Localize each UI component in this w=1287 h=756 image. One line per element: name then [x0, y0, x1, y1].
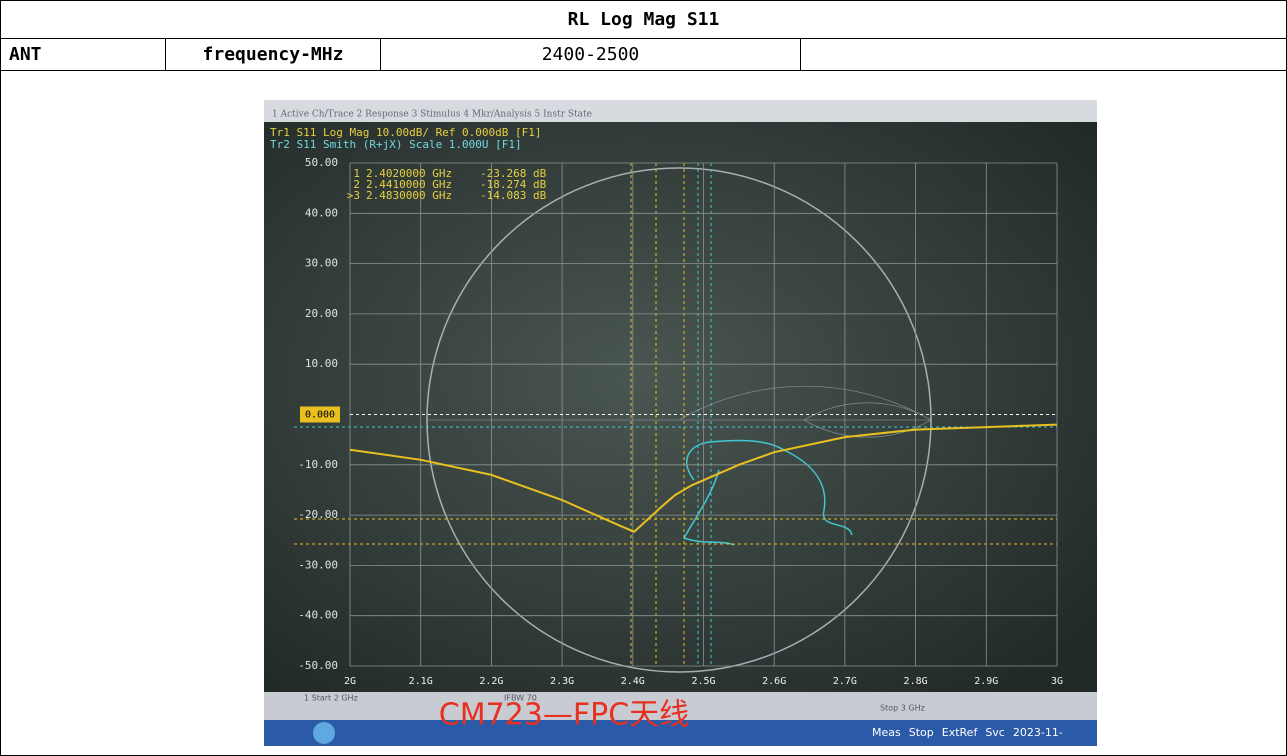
ref-label: 0.000 [305, 410, 335, 421]
screen-bg [264, 122, 1097, 692]
cell: ANT [0, 38, 166, 71]
y-tick-label: 20.00 [305, 307, 338, 320]
y-tick-label: 30.00 [305, 257, 338, 270]
y-tick-label: -20.00 [298, 508, 338, 521]
x-tick-label: 2G [344, 676, 356, 687]
status-item: Svc [985, 726, 1005, 739]
x-tick-label: 2.5G [691, 676, 715, 687]
ifbw-label: IFBW 70 [504, 694, 537, 703]
x-tick-label: 2.1G [409, 676, 433, 687]
x-tick-label: 2.9G [974, 676, 998, 687]
y-tick-label: -10.00 [298, 458, 338, 471]
status-item: Stop [909, 726, 934, 739]
marker-id: >3 [347, 189, 360, 202]
status-item: Meas [872, 726, 901, 739]
menu-text: 1 Active Ch/Trace 2 Response 3 Stimulus … [272, 110, 592, 120]
y-tick-label: -30.00 [298, 558, 338, 571]
trace-label: Tr2 S11 Smith (R+jX) Scale 1.000U [F1] [270, 138, 522, 151]
start-label: 1 Start 2 GHz [304, 694, 358, 703]
status-item: 2023-11- [1013, 726, 1063, 739]
title-cell: RL Log Mag S11 [0, 0, 1287, 39]
cell [800, 38, 1287, 71]
y-tick-label: 50.00 [305, 156, 338, 169]
overlay-text: CM723—FPC天线 [439, 698, 689, 733]
vna-screen-photo: 1 Active Ch/Trace 2 Response 3 Stimulus … [264, 100, 1097, 746]
x-tick-label: 2.6G [762, 676, 786, 687]
x-tick-label: 2.3G [550, 676, 574, 687]
x-tick-label: 2.4G [621, 676, 645, 687]
page: {"table":{"title":"RL Log Mag S11","rows… [0, 0, 1287, 756]
start-icon [313, 722, 335, 744]
x-tick-label: 3G [1051, 676, 1063, 687]
y-tick-label: -40.00 [298, 609, 338, 622]
status-item: ExtRef [942, 726, 979, 739]
y-tick-label: 40.00 [305, 206, 338, 219]
x-tick-label: 2.2G [479, 676, 503, 687]
y-tick-label: 10.00 [305, 357, 338, 370]
stop-label: Stop 3 GHz [880, 704, 925, 713]
x-tick-label: 2.8G [904, 676, 928, 687]
y-tick-label: -50.00 [298, 659, 338, 672]
x-tick-label: 2.7G [833, 676, 857, 687]
cell: 2400-2500 [380, 38, 801, 71]
marker-freq: 2.4830000 GHz [366, 189, 452, 202]
marker-value: -14.083 dB [480, 189, 547, 202]
cell: frequency-MHz [165, 38, 381, 71]
